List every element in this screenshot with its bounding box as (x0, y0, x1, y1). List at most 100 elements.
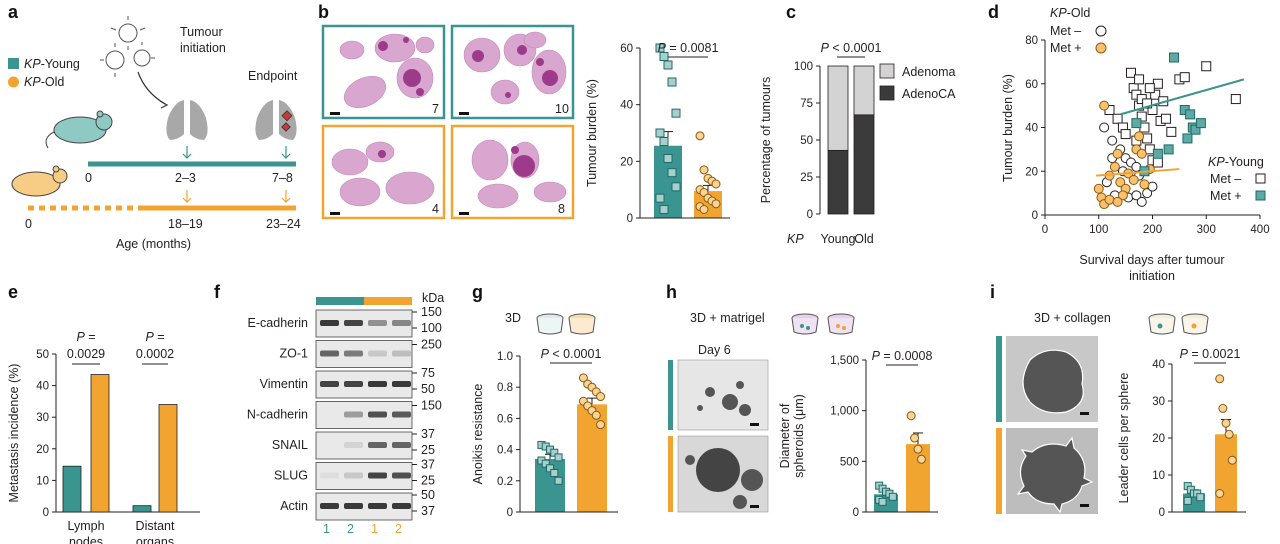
chart-g-point-old (596, 420, 606, 430)
chart-d-point-old-met-pos (1117, 190, 1128, 201)
lane-label-1: 1 (323, 522, 330, 536)
lung-icon-endpoint (255, 92, 297, 140)
legend-young-label: KP-Young (24, 57, 80, 71)
chart-h-y-tick-label: 500 (840, 456, 859, 468)
young-mouse-icon (45, 110, 113, 149)
old-tick-2: 23–24 (266, 217, 301, 231)
chart-d-legend-old-neg-swatch (1095, 25, 1107, 37)
blot-band (368, 503, 387, 509)
chart-g-y-tick-label: 0.4 (497, 445, 514, 457)
blot-band (320, 503, 339, 509)
lung-icon-initiation (166, 92, 208, 140)
age-axis-label: Age (months) (116, 237, 191, 251)
blot-marker-kda: 25 (421, 474, 435, 488)
petri-dish-old-icon (568, 313, 596, 335)
blot-band (368, 320, 387, 326)
chart-d-point-young-met-neg (1144, 83, 1155, 94)
chart-b-point-young (667, 168, 677, 178)
chart-h-p-value: P = 0.0008 (872, 349, 933, 363)
young-tick-2: 7–8 (272, 171, 293, 185)
blot-band (368, 350, 387, 357)
chart-d-point-old-met-pos (1136, 148, 1147, 159)
chart-d-point-young-met-neg (1230, 94, 1241, 105)
blot-marker-kda: 50 (421, 488, 435, 502)
blot-band (344, 442, 363, 448)
chart-d-point-young-met-neg (1179, 72, 1190, 83)
chart-d-point-young-met-neg (1150, 89, 1161, 100)
chart-b-point-old (699, 205, 709, 214)
panel-i-images (996, 313, 1209, 514)
old-tick-1: 18–19 (168, 217, 203, 231)
chart-b-point-old (699, 165, 709, 175)
chart-b-y-tick-label: 20 (620, 156, 633, 168)
chart-e-x-label-2: organs (136, 535, 174, 544)
chart-c-x-label: Old (854, 232, 874, 246)
panel-label-b: b (318, 2, 329, 22)
chart-g-point-young (554, 453, 563, 462)
chart-i-y-tick-label: 30 (1152, 396, 1165, 408)
blot-label-snail: SNAIL (272, 438, 308, 452)
chart-c-bar-adenoma (853, 65, 875, 116)
blot-marker-kda: 75 (421, 366, 435, 380)
chart-g-y-tick-label: 0.6 (497, 413, 513, 425)
chart-d-point-young-met-neg (1166, 126, 1177, 137)
blot-marker-kda: 150 (421, 399, 442, 413)
chart-d-x-tick-label: 400 (1250, 224, 1269, 236)
chart-d-point-young-met-pos (1190, 124, 1201, 135)
chart-i-point-old (1215, 489, 1225, 498)
chart-b-p-symbol: P (658, 41, 667, 55)
chart-h-point-young (878, 497, 887, 506)
chart-d-x-label-1: Survival days after tumour (1079, 253, 1224, 267)
petri-dish-collagen-young-icon (1148, 313, 1176, 335)
chart-d-fit-young (1119, 78, 1245, 116)
chart-c-y-tick-label: 100 (794, 61, 813, 73)
chart-b-point-young (659, 137, 669, 146)
chart-d-y-tick-label: 20 (1025, 166, 1038, 178)
chart-i-point-young (1183, 496, 1192, 505)
chart-e-y-tick-label: 40 (36, 381, 49, 393)
chart-d-point-old-met-pos (1109, 161, 1120, 172)
chart-e-p-line1: P = (76, 330, 95, 344)
chart-b-point-old (711, 179, 721, 189)
initiation-arrow (137, 71, 166, 105)
chart-d-x-tick-label: 200 (1143, 224, 1162, 236)
chart-h-point-old (913, 444, 923, 454)
lane-group-old-bar (364, 297, 412, 305)
chart-i-title: 3D + collagen (1034, 311, 1111, 325)
chart-h: 0 500 1,000 1,500 Diameter ofspheroids (μm) P… (690, 311, 938, 519)
blot-band (320, 320, 339, 326)
chart-d-point-old-met-pos (1112, 196, 1123, 207)
chart-b-point-young (663, 154, 673, 163)
blot-band (344, 472, 363, 479)
blot-band (368, 411, 387, 418)
young-tick-1: 2–3 (175, 171, 196, 185)
chart-c-y-tick-label: 0 (807, 209, 813, 221)
chart-d-legend-young-pos-swatch (1255, 190, 1266, 201)
tumour-initiation-line1: Tumour (180, 25, 223, 39)
blot-band (344, 350, 363, 357)
chart-e: 0 10 20 30 40 50 Metastasis incidence (%) P = 0.… (7, 330, 200, 544)
blot-label-n-cadherin: N-cadherin (247, 408, 308, 422)
section-number-2: 10 (555, 102, 569, 116)
blot-marker-kda: 150 (421, 305, 442, 319)
legend-old-label: KP-Old (24, 75, 64, 89)
chart-i-y-tick-label: 10 (1152, 470, 1165, 482)
chart-b-point-old (711, 199, 721, 209)
chart-i-p-number: = 0.0021 (1188, 347, 1241, 361)
chart-c-y-tick-label: 75 (800, 98, 813, 110)
initiation-arrowhead (159, 100, 169, 109)
chart-e-p-symbol: P (145, 330, 154, 344)
chart-c-legend-adenoma-swatch (879, 63, 895, 79)
old-mouse-icon (11, 165, 68, 197)
blot-marker-kda: 37 (421, 458, 435, 472)
chart-d-point-young-met-neg (1160, 113, 1171, 124)
chart-b-point-young (671, 108, 681, 118)
chart-b-y-tick-label: 40 (620, 100, 633, 112)
section-number-3: 4 (432, 202, 439, 216)
blot-band (344, 503, 363, 509)
petri-dish-matrigel-young-icon (791, 313, 819, 335)
chart-d-point-old-met-neg (1131, 190, 1142, 201)
blot-band (392, 381, 411, 387)
chart-d-point-young-met-neg (1136, 111, 1147, 122)
